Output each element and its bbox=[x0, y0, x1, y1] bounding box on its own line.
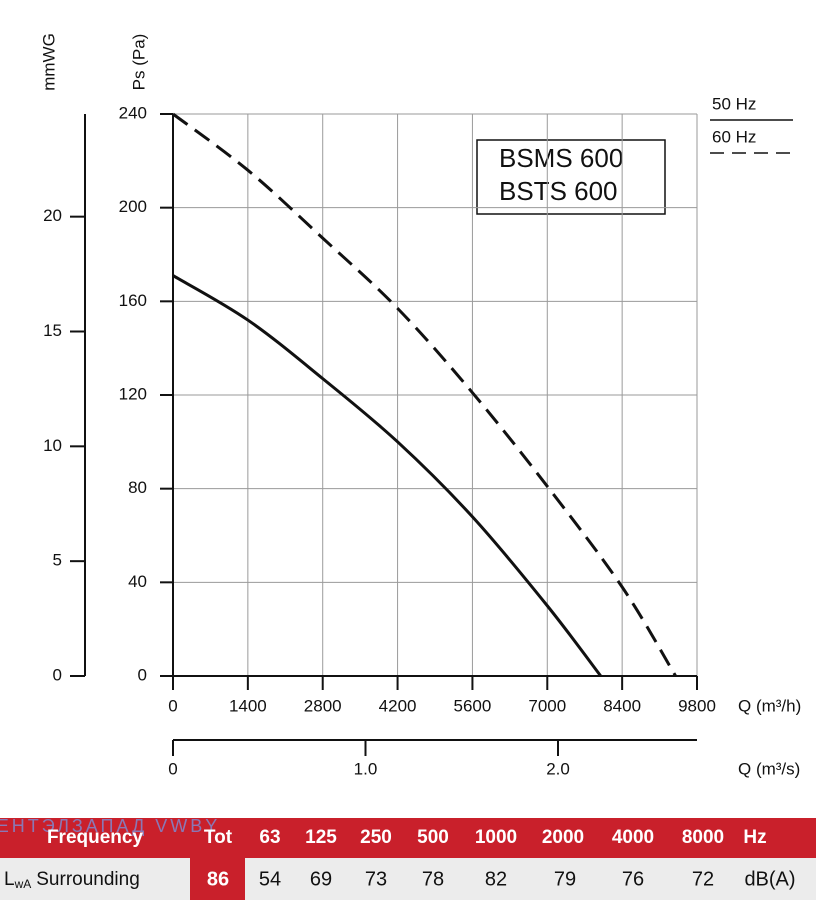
table-header: 125 bbox=[305, 827, 337, 848]
annotation-box bbox=[476, 139, 666, 215]
series-line bbox=[172, 112, 677, 677]
y2-tick-label: 0 bbox=[53, 665, 62, 684]
y2-tick-label: 15 bbox=[43, 321, 62, 340]
x-tick-label: 4200 bbox=[379, 696, 417, 715]
table-cell: 86 bbox=[207, 868, 229, 890]
table-cell: 76 bbox=[622, 868, 644, 890]
table-header: Frequency bbox=[47, 827, 144, 848]
table-header: Hz bbox=[743, 827, 766, 848]
y2-axis-label: mmWG bbox=[39, 33, 58, 91]
x2-tick-label: 2.0 bbox=[546, 759, 570, 778]
y-tick-label: 80 bbox=[128, 478, 147, 497]
y-tick-label: 160 bbox=[119, 291, 147, 310]
x-tick-label: 2800 bbox=[304, 696, 342, 715]
series-line bbox=[172, 274, 602, 677]
table-header: 8000 bbox=[682, 827, 724, 848]
y-tick-label: 0 bbox=[138, 665, 147, 684]
table-row-bg bbox=[0, 858, 816, 900]
x-tick-label: 7000 bbox=[528, 696, 566, 715]
annotation: BSTS 600 bbox=[499, 176, 618, 206]
table-header: 2000 bbox=[542, 827, 584, 848]
table-cell: 54 bbox=[259, 868, 281, 890]
x-axis-label: Q (m³/h) bbox=[738, 696, 801, 715]
table-cell: 82 bbox=[485, 868, 507, 890]
x2-axis-label: Q (m³/s) bbox=[738, 759, 800, 778]
y2-tick-label: 10 bbox=[43, 436, 62, 455]
y2-tick-label: 20 bbox=[43, 206, 62, 225]
x-tick-label: 9800 bbox=[678, 696, 716, 715]
x-tick-label: 1400 bbox=[229, 696, 267, 715]
row-label: LwA Surrounding bbox=[4, 869, 140, 891]
y-tick-label: 40 bbox=[128, 572, 147, 591]
x2-tick-label: 0 bbox=[168, 759, 177, 778]
table-header: 1000 bbox=[475, 827, 517, 848]
y2-tick-label: 5 bbox=[53, 551, 62, 570]
table-cell: 72 bbox=[692, 868, 714, 890]
table-header: 63 bbox=[259, 827, 280, 848]
x2-tick-label: 1.0 bbox=[354, 759, 378, 778]
row-label-main: L bbox=[4, 869, 15, 890]
table-header: Tot bbox=[204, 827, 233, 848]
table-header: 4000 bbox=[612, 827, 654, 848]
x-tick-label: 5600 bbox=[454, 696, 492, 715]
y-tick-label: 240 bbox=[119, 103, 147, 122]
table-header: 250 bbox=[360, 827, 392, 848]
y-tick-label: 200 bbox=[119, 197, 147, 216]
row-label-sub: wA bbox=[14, 877, 32, 891]
table-unit: dB(A) bbox=[744, 868, 795, 890]
table-cell: 78 bbox=[422, 868, 444, 890]
x-tick-label: 0 bbox=[168, 696, 177, 715]
y-axis-label: Ps (Pa) bbox=[129, 34, 148, 91]
watermark: ВЕНТЭЛЗАПАД VWBY bbox=[0, 816, 220, 836]
table-cell: 79 bbox=[554, 868, 576, 890]
legend-label: 60 Hz bbox=[712, 127, 756, 146]
total-cell-bg bbox=[190, 858, 245, 900]
y-tick-label: 120 bbox=[119, 384, 147, 403]
table-cell: 69 bbox=[310, 868, 332, 890]
legend-label: 50 Hz bbox=[712, 94, 756, 113]
table-cell: 73 bbox=[365, 868, 387, 890]
x-tick-label: 8400 bbox=[603, 696, 641, 715]
row-label-rest: Surrounding bbox=[36, 869, 140, 890]
annotation: BSMS 600 bbox=[499, 143, 623, 173]
table-header: 500 bbox=[417, 827, 449, 848]
table-header-bg bbox=[0, 818, 816, 858]
